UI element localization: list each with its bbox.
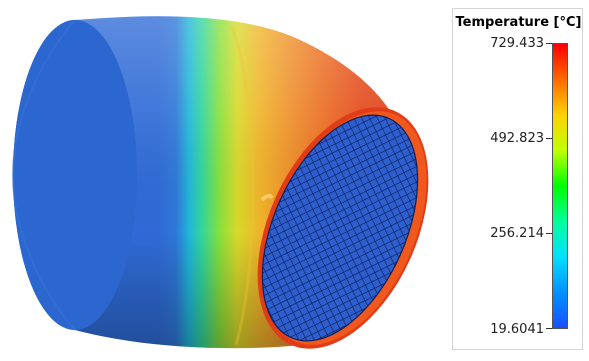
temperature-contour-model[interactable]: [0, 0, 450, 361]
legend-min-label: 19.6041: [490, 322, 544, 337]
tick-mark-low: [546, 233, 552, 234]
shell-back-cap-face: [13, 20, 137, 330]
tick-mark-min: [546, 328, 552, 329]
mesh-face-border: [261, 114, 419, 342]
temperature-legend: Temperature [°C] 729.433 492.823 256.214…: [452, 8, 583, 350]
tick-mark-high: [546, 138, 552, 139]
legend-title: Temperature [°C]: [455, 15, 582, 30]
legend-max-label: 729.433: [490, 36, 544, 51]
specular-highlight: [260, 193, 274, 202]
honeycomb-mesh-face: [262, 115, 418, 341]
colorbar: [552, 43, 568, 329]
legend-tick-high-label: 492.823: [490, 131, 544, 146]
shell-back-edge: [11, 19, 76, 331]
tick-mark-max: [546, 43, 552, 44]
legend-tick-low-label: 256.214: [490, 226, 544, 241]
shoulder-band: [230, 25, 255, 346]
